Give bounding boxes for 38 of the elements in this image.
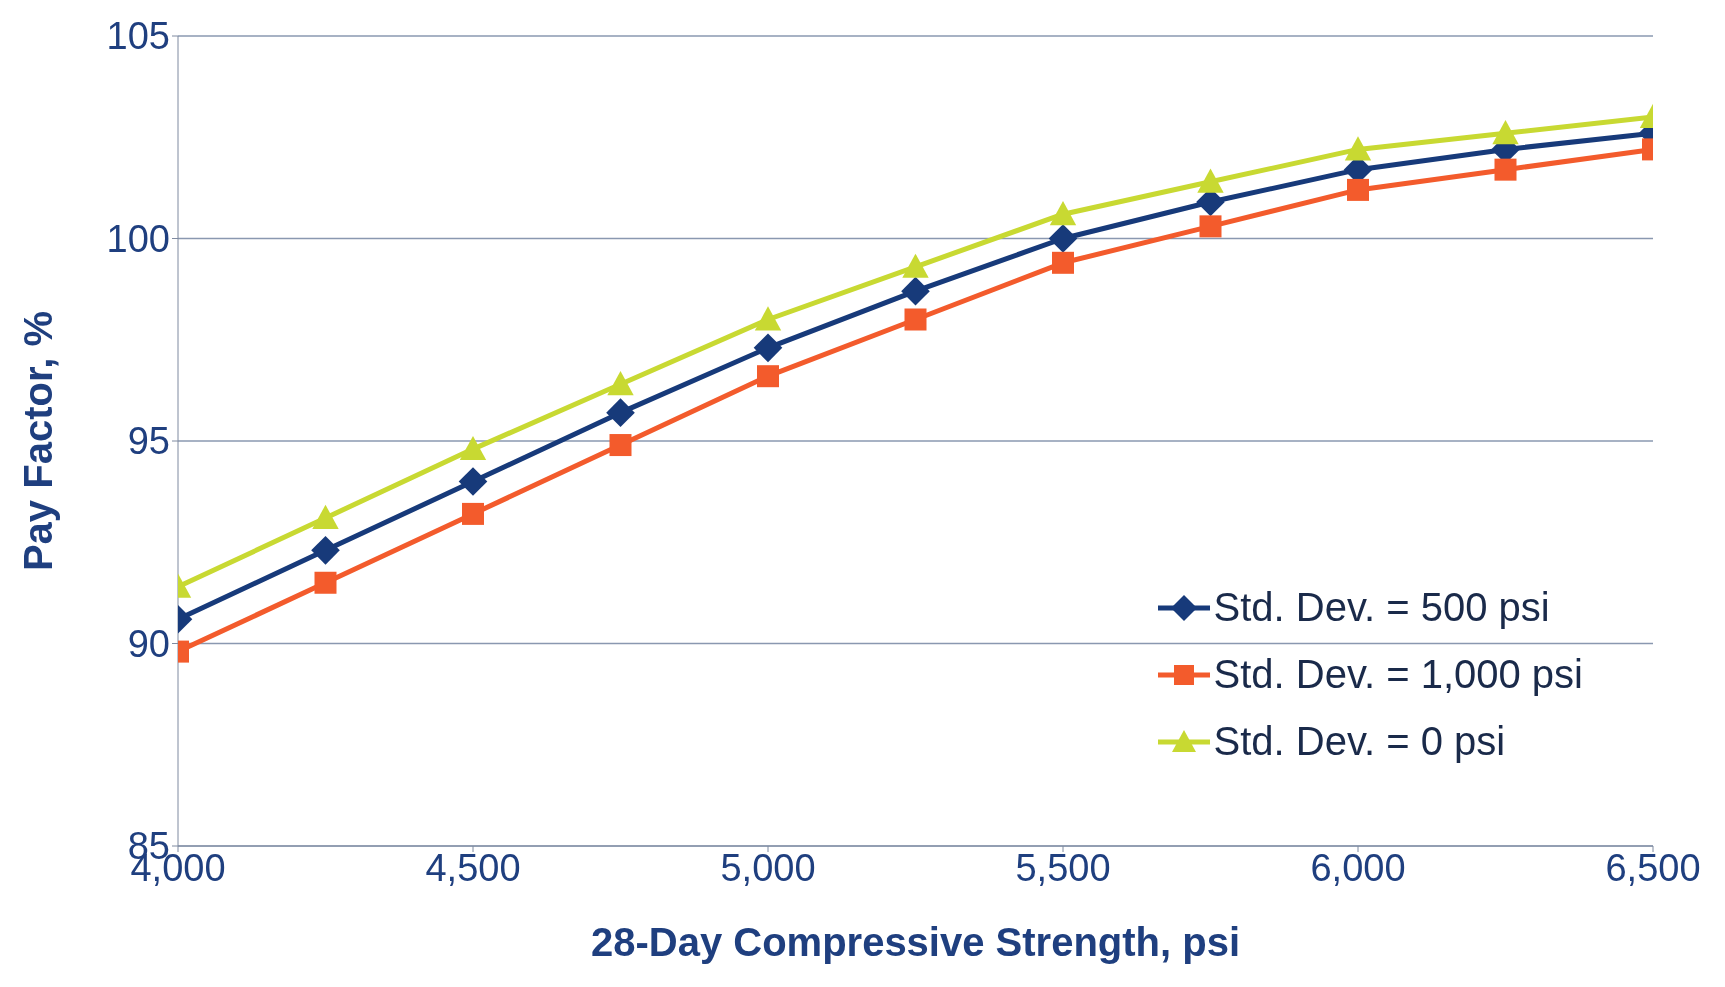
y-tick-label: 90	[127, 622, 170, 665]
x-tick-label: 5,500	[1015, 846, 1111, 889]
x-tick-label: 6,500	[1605, 846, 1701, 889]
x-tick-label: 6,000	[1310, 846, 1406, 889]
point	[901, 276, 930, 306]
point	[757, 365, 779, 388]
point	[607, 371, 634, 396]
point	[1052, 251, 1074, 274]
y-axis-title: Pay Factor, %	[16, 310, 61, 572]
legend-label: Std. Dev. = 1,000 psi	[1213, 652, 1583, 697]
x-tick-label: 5,000	[720, 846, 816, 889]
y-tick-label: 105	[106, 15, 170, 58]
legend-label: Std. Dev. = 500 psi	[1213, 585, 1550, 630]
x-tick-label: 4,500	[425, 846, 521, 889]
legend-label: Std. Dev. = 0 psi	[1213, 719, 1506, 764]
point	[311, 536, 340, 565]
point	[753, 333, 783, 363]
point	[609, 434, 632, 457]
y-tick-label: 95	[127, 420, 170, 463]
point	[904, 308, 927, 331]
point	[1494, 158, 1517, 181]
point	[459, 435, 487, 461]
point	[1197, 168, 1224, 193]
point	[1347, 178, 1369, 201]
point	[462, 502, 484, 525]
point	[312, 504, 339, 529]
point	[314, 571, 337, 594]
point	[1492, 120, 1519, 145]
point	[902, 253, 929, 278]
point	[458, 467, 488, 496]
point	[1049, 201, 1077, 226]
point	[1048, 224, 1078, 253]
x-axis-title: 28-Day Compressive Strength, psi	[590, 920, 1241, 964]
point	[754, 306, 782, 331]
y-tick-label: 100	[106, 217, 170, 260]
point	[1344, 136, 1372, 161]
point	[1199, 215, 1222, 238]
point	[606, 398, 635, 427]
